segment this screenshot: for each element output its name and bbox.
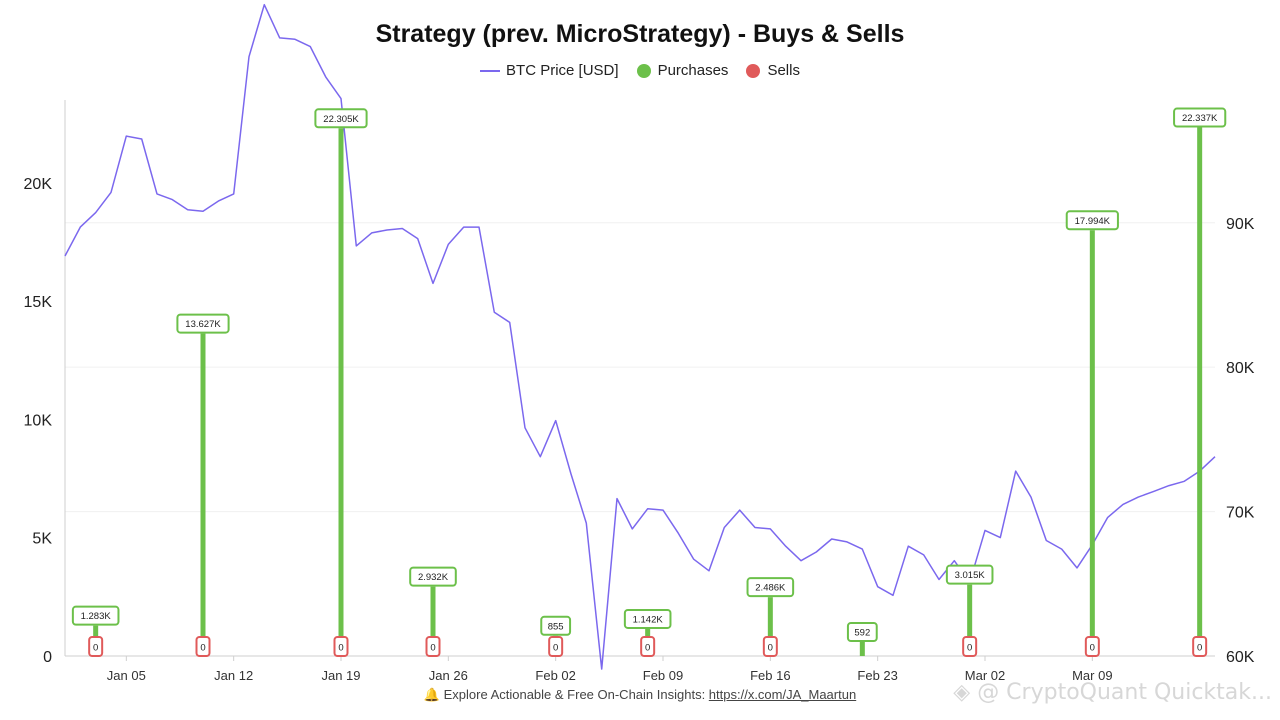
btc-price-line bbox=[64, 3, 1216, 670]
y-left-tick-label: 0 bbox=[43, 649, 52, 666]
purchase-data-label: 13.627K bbox=[185, 319, 221, 330]
purchase-bar bbox=[1089, 230, 1095, 656]
sell-data-label: 0 bbox=[645, 643, 650, 654]
purchase-data-label: 592 bbox=[854, 627, 870, 638]
purchase-data-label: 3.015K bbox=[955, 570, 986, 581]
watermark: ◈ @ CryptoQuant Quicktak... bbox=[953, 680, 1272, 705]
purchase-label-box bbox=[540, 615, 572, 636]
sell-label-box bbox=[195, 636, 211, 657]
sell-label-box bbox=[1192, 636, 1208, 657]
footer: 🔔 Explore Actionable & Free On-Chain Ins… bbox=[0, 687, 1280, 703]
sell-data-label: 0 bbox=[1090, 643, 1095, 654]
sell-data-label: 0 bbox=[430, 643, 435, 654]
y-left-tick-label: 5K bbox=[32, 531, 52, 548]
purchase-data-label: 2.932K bbox=[418, 572, 449, 583]
legend-dot-sells bbox=[746, 63, 761, 78]
purchase-label-box bbox=[1173, 107, 1227, 128]
purchase-label-box bbox=[71, 605, 120, 626]
purchase-label-box bbox=[945, 564, 994, 585]
watermark-text: @ CryptoQuant Quicktak... bbox=[977, 680, 1272, 705]
purchase-data-label: 1.283K bbox=[81, 611, 112, 622]
cryptoquant-logo-icon: ◈ bbox=[953, 680, 971, 705]
y-left-tick-label: 20K bbox=[24, 176, 53, 193]
purchase-bar bbox=[338, 128, 344, 656]
y-left-tick-label: 10K bbox=[24, 412, 53, 429]
purchase-data-label: 855 bbox=[548, 621, 564, 632]
sell-data-label: 0 bbox=[1197, 643, 1202, 654]
y-right-tick-label: 60K bbox=[1226, 649, 1255, 666]
sell-data-label: 0 bbox=[200, 643, 205, 654]
purchase-bar bbox=[200, 333, 206, 656]
sell-data-label: 0 bbox=[553, 643, 558, 654]
footer-link[interactable]: https://x.com/JA_Maartun bbox=[708, 687, 857, 702]
purchase-data-label: 17.994K bbox=[1075, 216, 1111, 227]
sell-label-box bbox=[762, 636, 778, 657]
legend-item-sells[interactable]: Sells bbox=[746, 62, 800, 79]
y-right-tick-label: 90K bbox=[1226, 216, 1255, 233]
legend-line-swatch bbox=[480, 69, 501, 72]
purchase-label-box bbox=[623, 608, 672, 629]
sell-label-box bbox=[88, 636, 104, 657]
sell-label-box bbox=[962, 636, 978, 657]
purchase-label-box bbox=[314, 108, 368, 129]
y-right-tick-label: 70K bbox=[1226, 505, 1255, 522]
purchase-bar bbox=[767, 597, 773, 656]
purchase-data-label: 2.486K bbox=[755, 583, 786, 594]
purchase-bar bbox=[430, 586, 436, 656]
purchase-label-box bbox=[409, 566, 457, 587]
legend-label-sells: Sells bbox=[767, 62, 800, 79]
y-left-tick-label: 15K bbox=[24, 294, 53, 311]
x-tick-label: Feb 16 bbox=[750, 668, 790, 683]
purchase-label-box bbox=[846, 621, 878, 642]
sell-data-label: 0 bbox=[93, 643, 98, 654]
sell-data-label: 0 bbox=[768, 643, 773, 654]
x-tick-label: Mar 09 bbox=[1072, 668, 1112, 683]
footer-text: Explore Actionable & Free On-Chain Insig… bbox=[443, 687, 709, 702]
x-tick-label: Feb 23 bbox=[857, 668, 897, 683]
sell-label-box bbox=[1084, 636, 1100, 657]
purchase-data-label: 22.337K bbox=[1182, 113, 1218, 124]
x-tick-label: Feb 09 bbox=[643, 668, 683, 683]
x-tick-label: Mar 02 bbox=[965, 668, 1005, 683]
legend-item-purchases[interactable]: Purchases bbox=[636, 62, 729, 79]
sell-label-box bbox=[425, 636, 441, 657]
legend-label-price: BTC Price [USD] bbox=[506, 62, 619, 79]
purchase-bar bbox=[967, 584, 973, 656]
legend-dot-purchases bbox=[636, 63, 651, 78]
purchase-bar bbox=[1197, 127, 1203, 656]
purchase-label-box bbox=[746, 577, 795, 598]
sell-label-box bbox=[548, 636, 564, 657]
purchase-label-box bbox=[1065, 210, 1119, 231]
sell-label-box bbox=[640, 636, 656, 657]
purchase-data-label: 1.142K bbox=[633, 614, 664, 625]
y-right-tick-label: 80K bbox=[1226, 360, 1255, 377]
x-tick-label: Jan 19 bbox=[321, 668, 360, 683]
legend-item-price[interactable]: BTC Price [USD] bbox=[480, 62, 619, 79]
chart-legend: BTC Price [USD] Purchases Sells bbox=[0, 62, 1280, 79]
purchase-bar bbox=[859, 641, 865, 656]
purchase-label-box bbox=[176, 313, 230, 334]
chart-title: Strategy (prev. MicroStrategy) - Buys & … bbox=[375, 20, 905, 48]
sell-data-label: 0 bbox=[967, 643, 972, 654]
legend-label-purchases: Purchases bbox=[657, 62, 729, 79]
bell-icon: 🔔 bbox=[423, 687, 440, 702]
x-tick-label: Jan 12 bbox=[214, 668, 253, 683]
purchase-data-label: 22.305K bbox=[323, 114, 359, 125]
sell-label-box bbox=[333, 636, 349, 657]
x-tick-label: Jan 26 bbox=[429, 668, 468, 683]
x-tick-label: Feb 02 bbox=[535, 668, 575, 683]
sell-data-label: 0 bbox=[338, 643, 343, 654]
x-tick-label: Jan 05 bbox=[107, 668, 146, 683]
